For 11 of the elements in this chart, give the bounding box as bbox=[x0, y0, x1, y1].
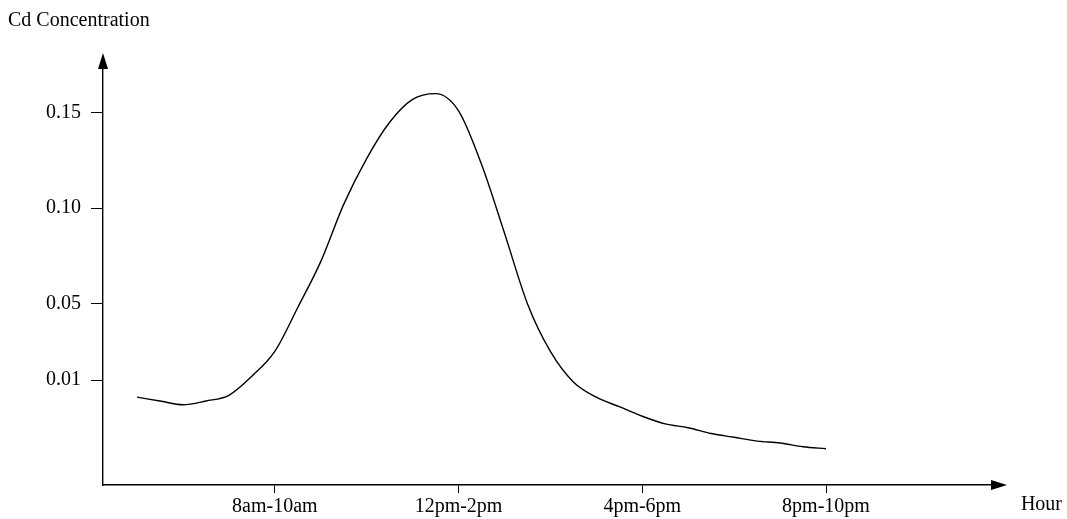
x-tick-label: 4pm-6pm bbox=[603, 494, 682, 518]
line-series bbox=[136, 92, 827, 450]
y-tick-label: 0.05 bbox=[46, 290, 81, 313]
y-tick-label: 0.15 bbox=[46, 99, 81, 122]
text: Hour bbox=[1020, 492, 1063, 514]
x-tick-label: 8pm-10pm bbox=[782, 494, 871, 518]
y-axis-title: Cd Concentration bbox=[8, 8, 150, 30]
x-tick-label: 8am-10am bbox=[232, 494, 319, 517]
y-tick-label: 0.01 bbox=[46, 367, 81, 390]
y-tick-label: 0.10 bbox=[46, 195, 81, 218]
x-tick-label: 12pm-2pm bbox=[414, 494, 503, 518]
